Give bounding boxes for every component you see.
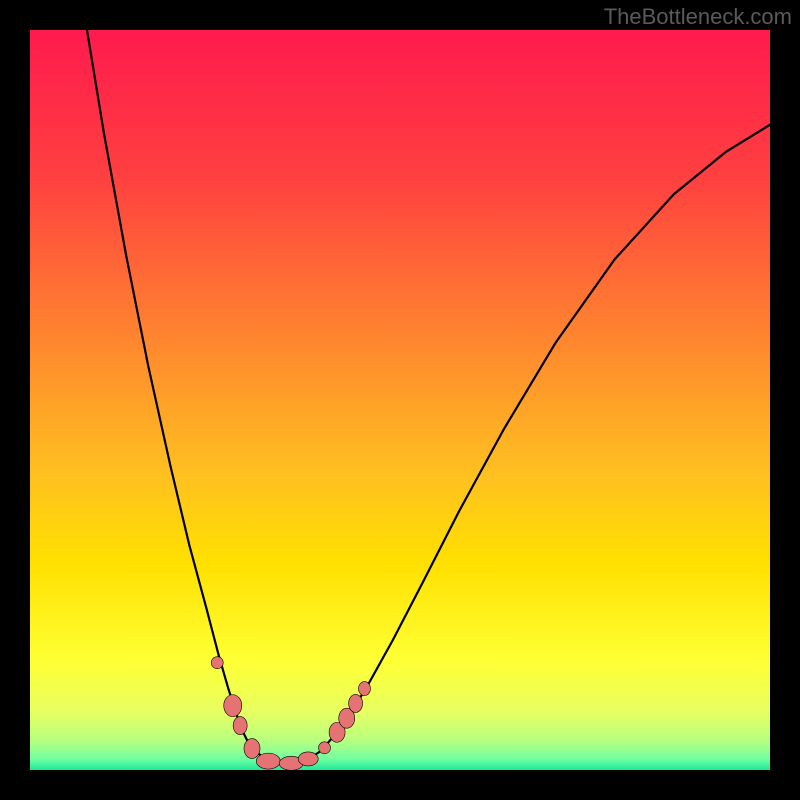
curve-marker xyxy=(211,657,223,669)
curve-marker xyxy=(358,682,370,696)
watermark-text: TheBottleneck.com xyxy=(604,4,792,30)
curve-marker xyxy=(319,742,331,754)
curve-marker xyxy=(298,752,318,766)
chart-plot-area xyxy=(30,30,770,770)
curve-marker xyxy=(244,739,260,759)
curve-marker xyxy=(349,694,363,712)
curve-marker xyxy=(256,753,280,769)
curve-marker xyxy=(233,717,247,735)
chart-svg-layer xyxy=(30,30,770,770)
curve-marker xyxy=(224,695,242,717)
curve-markers-group xyxy=(211,657,370,771)
bottleneck-curve xyxy=(87,30,770,763)
